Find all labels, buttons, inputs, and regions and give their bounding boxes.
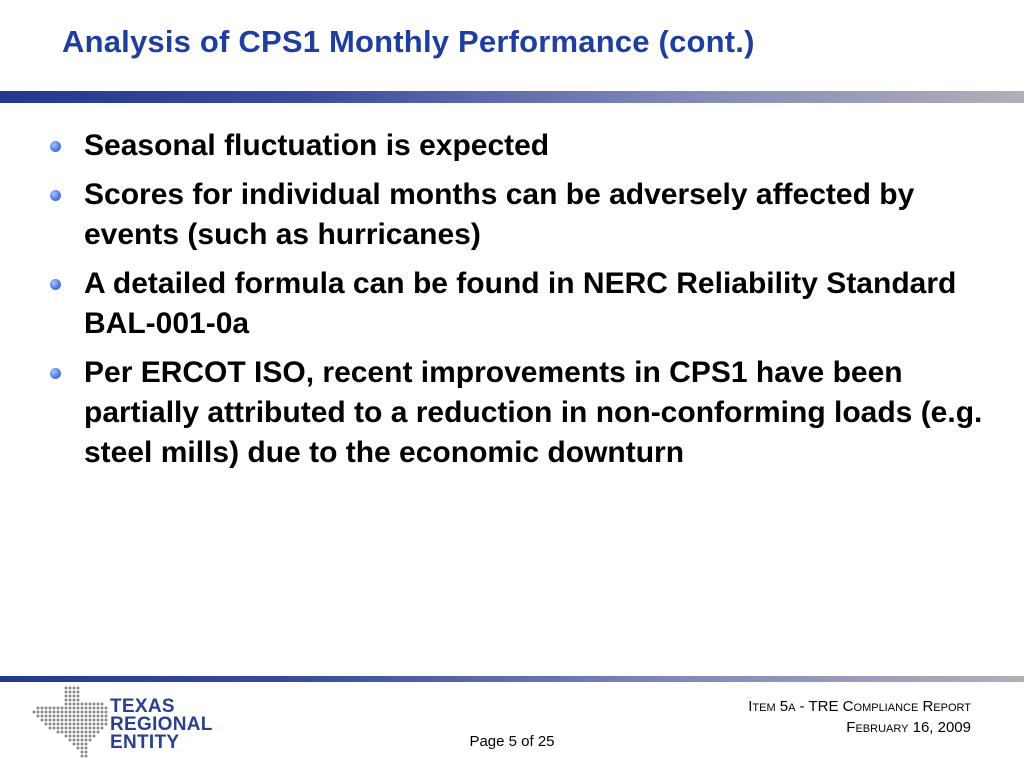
bullet-list: Seasonal fluctuation is expected Scores … xyxy=(50,126,1000,482)
logo-line-entity: ENTITY xyxy=(110,732,180,753)
bullet-item: Per ERCOT ISO, recent improvements in CP… xyxy=(50,353,1000,473)
bullet-item: Scores for individual months can be adve… xyxy=(50,175,1000,255)
bullet-item: Seasonal fluctuation is expected xyxy=(50,126,1000,166)
footer-divider xyxy=(0,676,1024,682)
bullet-icon xyxy=(50,279,61,290)
logo-line-regional: REGIONAL xyxy=(110,714,213,735)
bullet-icon xyxy=(50,190,61,201)
bullet-icon xyxy=(50,368,61,379)
slide-title: Analysis of CPS1 Monthly Performance (co… xyxy=(62,24,755,59)
bullet-text: Per ERCOT ISO, recent improvements in CP… xyxy=(84,356,983,469)
report-title: Item 5a - TRE Compliance Report xyxy=(748,698,971,715)
bullet-item: A detailed formula can be found in NERC … xyxy=(50,264,1000,344)
bullet-text: A detailed formula can be found in NERC … xyxy=(84,267,957,340)
bullet-text: Scores for individual months can be adve… xyxy=(84,178,915,251)
bullet-text: Seasonal fluctuation is expected xyxy=(84,129,550,162)
page-number: Page 5 of 25 xyxy=(469,733,555,750)
title-divider xyxy=(0,91,1024,103)
logo-line-texas: TEXAS xyxy=(110,696,175,717)
logo-wordmark: TEXAS REGIONAL ENTITY xyxy=(110,696,213,753)
texas-map-dots-icon xyxy=(32,686,108,758)
report-date: February 16, 2009 xyxy=(846,719,971,736)
bullet-icon xyxy=(50,141,61,152)
texas-regional-entity-logo: TEXAS REGIONAL ENTITY xyxy=(30,684,220,760)
